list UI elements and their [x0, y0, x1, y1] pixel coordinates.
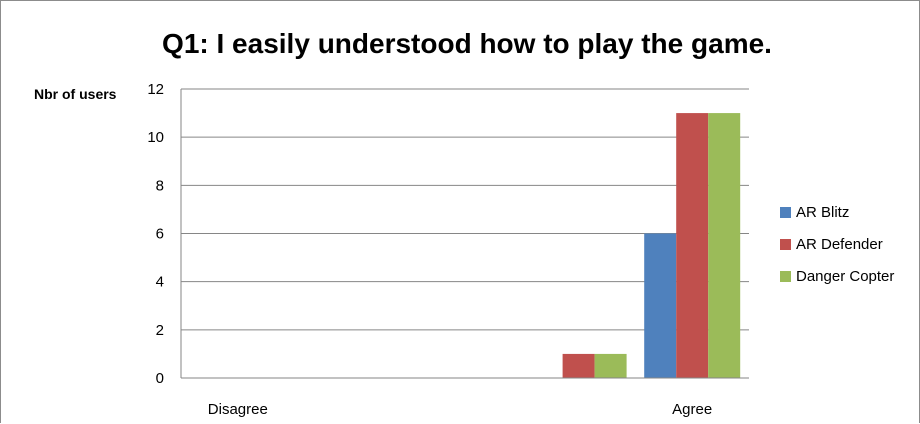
y-tick-label: 4 [156, 274, 164, 291]
x-tick-label: Disagree [208, 401, 268, 418]
bar [676, 113, 709, 378]
legend-swatch [780, 239, 791, 250]
legend-swatch [780, 207, 791, 218]
bar [644, 233, 677, 378]
bar [708, 113, 741, 378]
y-tick-label: 2 [156, 322, 164, 339]
y-tick-label: 6 [156, 226, 164, 243]
y-tick-label: 12 [147, 81, 164, 98]
y-tick-label: 10 [147, 129, 164, 146]
legend-label: AR Blitz [796, 204, 849, 221]
legend-label: Danger Copter [796, 268, 894, 285]
bar [594, 353, 627, 378]
x-tick-label: Agree [672, 401, 712, 418]
axes [180, 89, 749, 379]
legend: AR Blitz AR Defender Danger Copter [780, 204, 894, 285]
bars [562, 113, 741, 378]
y-tick-label: 8 [156, 177, 164, 194]
y-tick-label: 0 [156, 370, 164, 387]
chart-title: Q1: I easily understood how to play the … [162, 28, 772, 59]
legend-swatch [780, 271, 791, 282]
legend-label: AR Defender [796, 236, 883, 253]
y-tick-labels: 0 2 4 6 8 10 12 [147, 81, 164, 387]
y-axis-label: Nbr of users [34, 86, 117, 102]
x-tick-labels: Disagree Agree [208, 401, 712, 418]
bar [562, 353, 595, 378]
